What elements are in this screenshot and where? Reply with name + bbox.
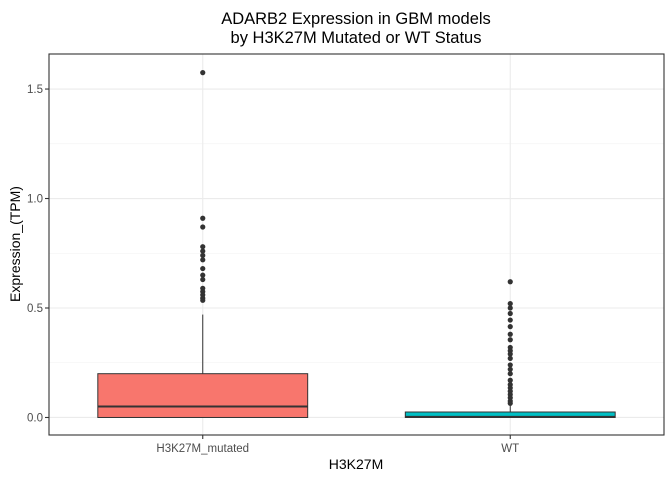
- outlier-point: [200, 70, 206, 76]
- outlier-point: [200, 252, 206, 259]
- outlier-point: [507, 366, 513, 372]
- outlier-point: [200, 272, 206, 278]
- chart-title-line1: ADARB2 Expression in GBM models: [221, 10, 491, 28]
- y-tick-label: 0.0: [27, 412, 43, 424]
- outlier-point: [507, 351, 513, 357]
- box: [97, 373, 309, 418]
- x-tick-label: WT: [501, 443, 519, 455]
- outlier-point: [507, 371, 513, 377]
- outlier-point: [507, 279, 513, 285]
- x-tick-label: H3K27M_mutated: [156, 443, 249, 455]
- outlier-point: [200, 224, 206, 230]
- y-tick-label: 1.5: [27, 84, 43, 96]
- outlier-point: [507, 400, 513, 406]
- outlier-point: [200, 257, 206, 263]
- outlier-point: [200, 265, 206, 272]
- outlier-point: [507, 301, 513, 307]
- box-group-wt: [404, 279, 616, 418]
- outlier-point: [200, 297, 206, 303]
- outlier-point: [507, 355, 513, 361]
- panel-border: [48, 53, 665, 436]
- y-axis-title: Expression_(TPM): [7, 186, 23, 302]
- outlier-point: [507, 305, 513, 311]
- outlier-point: [507, 331, 513, 337]
- y-tick-label: 1.0: [27, 194, 43, 206]
- outlier-point: [507, 324, 513, 330]
- box-group-h3k27m-mutated: [97, 70, 309, 418]
- outlier-point: [507, 337, 513, 343]
- boxes: [97, 70, 616, 418]
- outlier-point: [200, 276, 206, 283]
- outlier-point: [507, 310, 513, 317]
- x-axis-title: H3K27M: [329, 456, 383, 472]
- outlier-point: [507, 377, 513, 383]
- outlier-point: [200, 215, 206, 221]
- axis-ticks: 0.0 0.5 1.0 1.5 H3K27M_mutated WT: [27, 84, 519, 455]
- outlier-point: [200, 244, 206, 250]
- outlier-point: [507, 362, 513, 368]
- y-tick-label: 0.5: [27, 303, 43, 315]
- chart-title-line2: by H3K27M Mutated or WT Status: [231, 29, 482, 47]
- outlier-point: [507, 317, 513, 323]
- outlier-point: [200, 248, 206, 254]
